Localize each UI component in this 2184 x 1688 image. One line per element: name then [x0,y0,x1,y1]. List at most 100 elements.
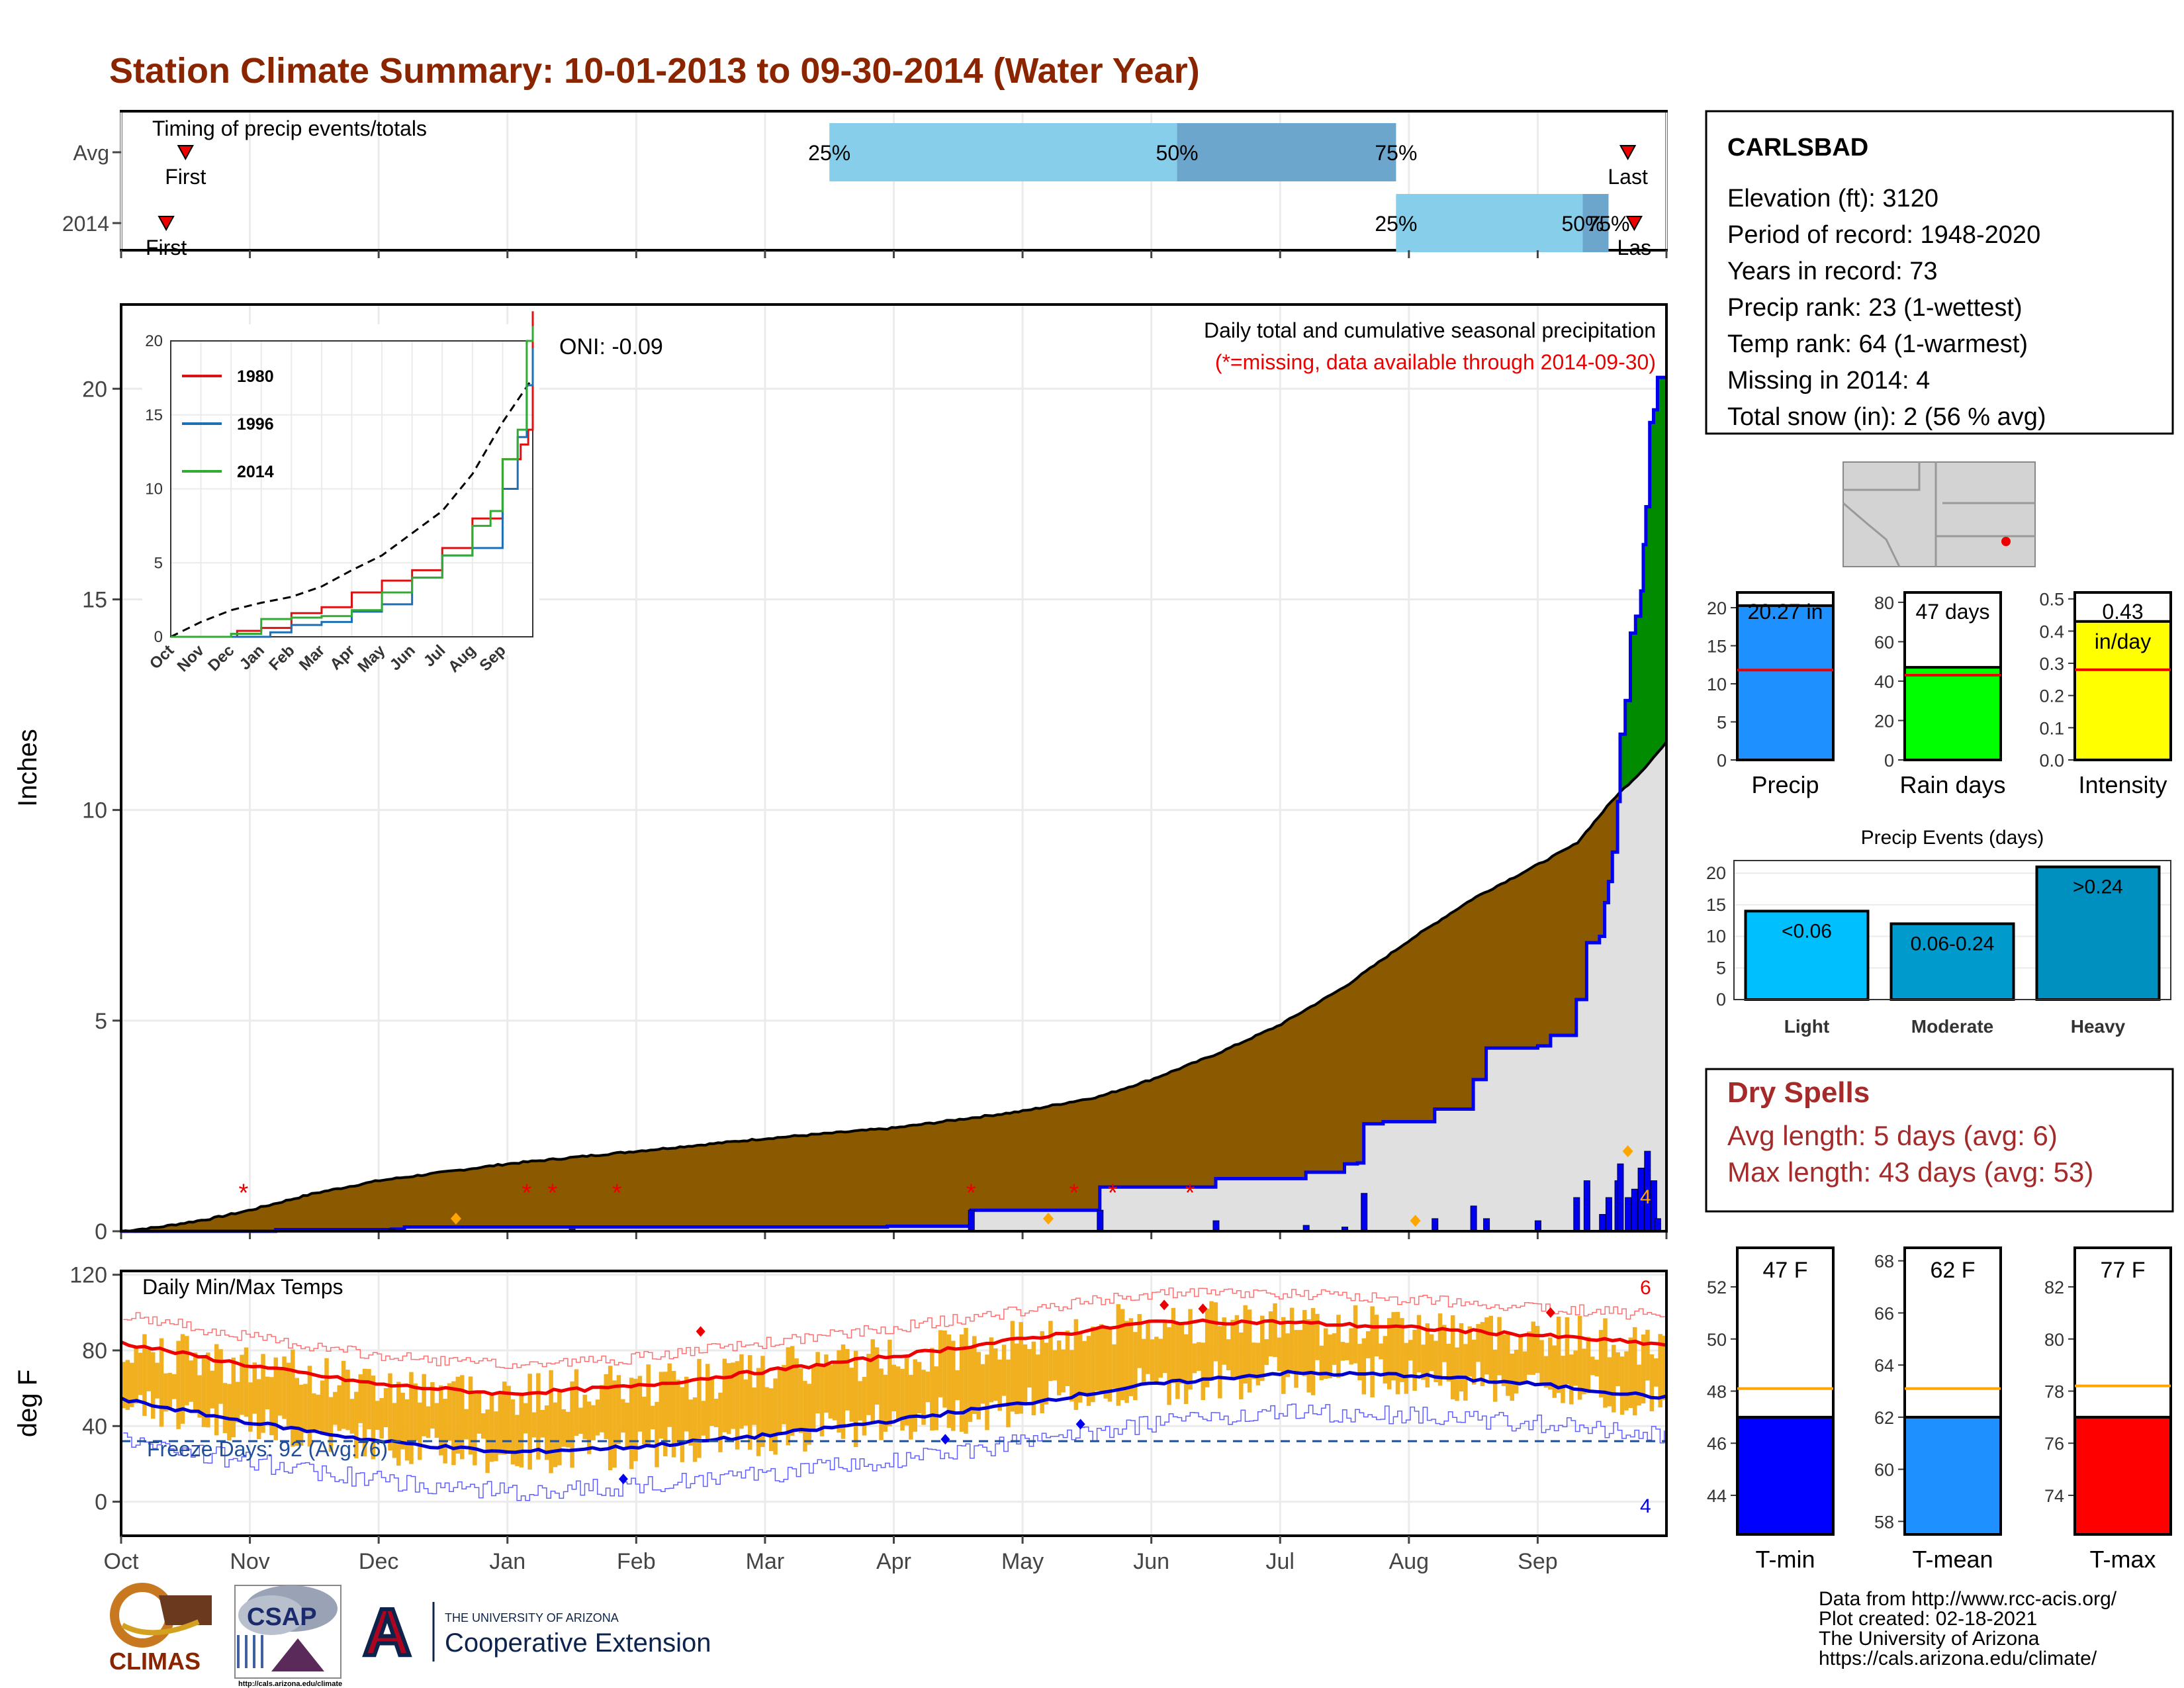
daily-temp-bar [1124,1321,1129,1403]
daily-temp-bar [997,1359,1002,1411]
events-bar-label: 0.06-0.24 [1911,933,1995,955]
daily-temp-bar [464,1409,469,1440]
daily-temp-bar [646,1364,651,1445]
avg-cumulative-line [120,741,1668,1233]
daily-temp-bar [1302,1309,1307,1376]
daily-temp-bar [921,1370,926,1425]
daily-temp-bar [768,1388,774,1452]
oni-label: ONI: -0.09 [559,334,663,359]
daily-temp-bar [1277,1337,1282,1371]
daily-temp-bar [1450,1315,1455,1399]
missing-marker: * [522,1179,532,1207]
daily-temp-bar [1539,1340,1544,1385]
daily-temp-bar [1137,1314,1142,1368]
temp-summary-ytick-label: 60 [1874,1460,1894,1480]
daily-precip-bar [1573,1197,1580,1232]
max-event-marker [1410,1215,1421,1227]
daily-temp-bar [655,1401,659,1468]
dry-spells-max: Max length: 43 days (avg: 53) [1727,1156,2093,1188]
daily-temp-bar [1183,1334,1189,1404]
missing-marker: * [966,1179,976,1207]
daily-temp-bar [1582,1348,1586,1395]
temp-summary-ytick-label: 78 [2044,1382,2064,1402]
month-label-sep: Sep [1518,1549,1558,1574]
precip-ylabel: Inches [13,729,42,807]
daily-temp-bar [1298,1330,1303,1372]
record-low-marker [618,1474,628,1485]
daily-temp-bar [1649,1354,1655,1411]
summary-ytick-label: 0 [1717,751,1727,771]
precip-ytick-label: 5 [95,1009,107,1034]
inset-ytick-label: 20 [145,332,163,350]
daily-temp-bar [155,1362,159,1399]
daily-temp-bar [718,1392,723,1452]
daily-temp-bar [523,1403,528,1434]
daily-temp-bar [1158,1338,1163,1378]
daily-temp-bar [1061,1349,1066,1393]
daily-temp-bar [1535,1326,1540,1374]
daily-temp-bar [404,1399,410,1461]
summary-ytick-label: 40 [1874,672,1894,692]
daily-temp-bar [938,1330,943,1397]
daily-temp-bar [201,1356,206,1427]
daily-temp-bar [1412,1330,1417,1391]
daily-temp-bar [773,1378,778,1455]
timing-p75-label: 75% [1375,141,1417,165]
daily-temp-bar [320,1380,325,1435]
summary-category-label: Intensity [2078,771,2167,798]
daily-temp-bar [189,1360,194,1402]
daily-temp-bar [858,1381,862,1421]
daily-temp-bar [1336,1315,1341,1378]
daily-precip-bar [1599,1214,1606,1232]
daily-temp-bar [1446,1344,1451,1382]
daily-temp-bar [1561,1356,1565,1403]
events-bar-label: <0.06 [1782,920,1832,942]
daily-temp-bar [286,1362,291,1427]
temp-summary-category-label: T-mean [1912,1546,1993,1573]
daily-temp-bar [604,1374,608,1440]
daily-temp-bar [1273,1303,1277,1358]
daily-temp-bar [1437,1313,1443,1386]
daily-temp-bar [557,1389,562,1466]
timing-p25-label: 25% [808,141,850,165]
missing-marker: * [1069,1179,1079,1207]
temp-ytick-label: 80 [82,1338,107,1364]
daily-temp-bar [1065,1331,1070,1386]
daily-temp-bar [1370,1306,1375,1397]
temp-summary-value-label: 77 F [2100,1258,2145,1283]
daily-temp-bar [1192,1343,1197,1374]
daily-temp-bar [388,1373,392,1451]
daily-temp-bar [1141,1338,1146,1383]
daily-temp-bar [1107,1328,1113,1402]
daily-temp-bar [1260,1315,1265,1382]
daily-temp-bar [1179,1324,1185,1384]
daily-temp-bar [1069,1350,1074,1402]
temp-panel: 0 40 80 120 deg F Daily Min/Max Temps Freez… [13,1263,1668,1574]
daily-temp-bar [968,1346,973,1423]
record-min-line [123,1403,1665,1501]
dry-spells-title: Dry Spells [1727,1076,1870,1109]
daily-temp-bar [883,1374,888,1432]
daily-temp-bar [1492,1349,1498,1402]
daily-temp-bar [1624,1351,1629,1411]
daily-temp-bar [494,1411,498,1462]
daily-temp-bar [383,1388,388,1428]
temp-summary-bar [2073,1415,2172,1536]
daily-temp-bar [1285,1333,1290,1378]
daily-temp-bar [608,1366,613,1471]
events-ytick-label: 20 [1706,863,1726,883]
events-bar-moderate [1889,922,2015,1002]
daily-temp-bar [1112,1344,1116,1389]
daily-temp-bar [146,1349,152,1391]
daily-temp-bar [1036,1354,1040,1404]
precip-note: Daily total and cumulative seasonal prec… [1204,318,1656,342]
inset-legend-label: 2014 [237,463,274,481]
daily-temp-bar [1637,1364,1641,1406]
record-high-marker [1545,1307,1555,1318]
daily-temp-bar [371,1376,376,1460]
daily-temp-bar [129,1362,134,1407]
daily-temp-bar [273,1357,278,1440]
max-event-marker [1622,1145,1633,1158]
ua-logo-letter: A [363,1595,411,1669]
daily-temp-bar [582,1394,587,1440]
